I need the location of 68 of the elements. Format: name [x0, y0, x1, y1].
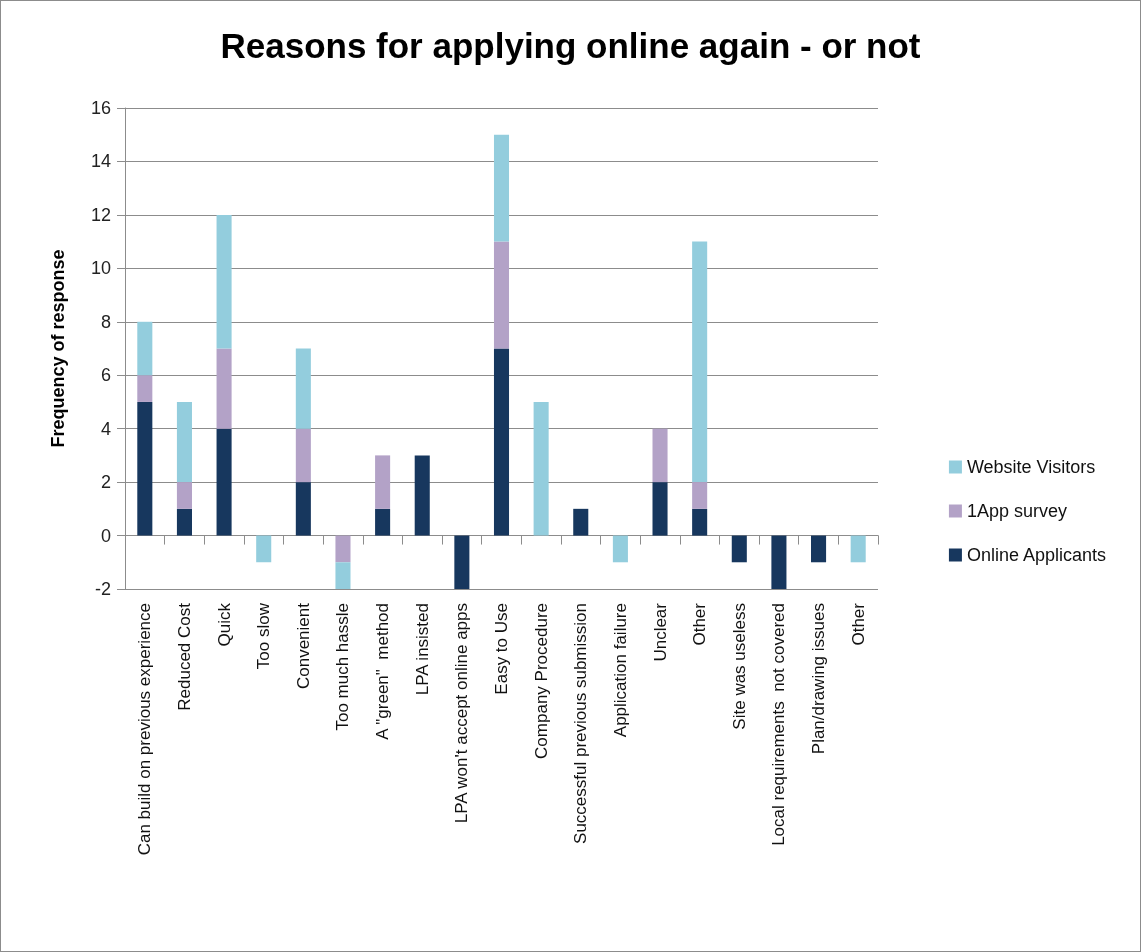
bar — [692, 508, 708, 536]
bar — [533, 401, 549, 536]
bar — [176, 508, 192, 536]
bar — [137, 401, 153, 536]
bar — [414, 455, 430, 536]
bar — [850, 535, 866, 563]
x-tick-label: Other — [848, 602, 868, 646]
x-tick-label: A "green" method — [373, 603, 393, 740]
bar — [652, 428, 668, 483]
bar — [375, 508, 391, 536]
bar — [216, 428, 232, 536]
bar — [295, 428, 311, 483]
y-tick-label: -2 — [94, 579, 111, 599]
bar — [256, 535, 272, 563]
x-tick-label: Plan/drawing issues — [809, 603, 829, 755]
bar — [731, 535, 747, 563]
bar — [216, 214, 232, 349]
x-tick-label: Easy to Use — [492, 603, 511, 695]
legend-label: Online Applicants — [966, 545, 1107, 565]
x-tick-label: Application failure — [610, 603, 630, 738]
y-tick-label: 8 — [100, 311, 111, 332]
y-tick-label: 2 — [100, 472, 111, 493]
y-tick-label: 12 — [90, 204, 111, 225]
x-tick-label: LPA insisted — [412, 603, 432, 696]
bar — [295, 348, 311, 429]
y-tick-label: 4 — [100, 418, 111, 439]
bar — [335, 535, 351, 563]
bar — [573, 508, 589, 536]
chart-title: Reasons for applying online again - or not — [220, 26, 921, 65]
bar — [137, 321, 153, 376]
y-tick-label: 6 — [100, 365, 111, 386]
x-tick-label: Local requirements not covered — [769, 603, 789, 846]
bar — [295, 482, 311, 536]
bar — [612, 535, 628, 563]
x-tick-label: Too much hassle — [333, 603, 353, 731]
x-tick-label: Unclear — [650, 602, 670, 662]
x-tick-label: Reduced Cost — [174, 602, 194, 711]
bar — [692, 241, 708, 483]
bar — [176, 482, 192, 509]
bar — [692, 482, 708, 509]
bar — [771, 535, 787, 589]
bar — [811, 535, 827, 563]
bar — [652, 482, 668, 536]
y-tick-label: 16 — [90, 98, 111, 118]
x-tick-label: LPA won't accept online apps — [452, 603, 472, 824]
bar — [493, 241, 510, 349]
x-tick-label: Site was useless — [729, 603, 749, 730]
x-tick-label: Successful previous submission — [571, 603, 591, 844]
y-axis-title: Frequency of response — [48, 249, 68, 448]
y-tick-label: 10 — [90, 258, 111, 279]
bar — [375, 455, 391, 509]
x-tick-label: Convenient — [293, 602, 313, 690]
bar — [335, 562, 351, 589]
x-tick-label: Company Procedure — [531, 603, 551, 759]
x-tick-label: Quick — [214, 602, 234, 647]
bar — [454, 535, 470, 589]
legend-label: Website Visitors — [966, 457, 1096, 477]
bar — [176, 401, 192, 483]
bar — [137, 375, 153, 402]
bar — [493, 134, 510, 242]
y-tick-label: 14 — [90, 151, 111, 172]
x-tick-label: Other — [690, 602, 710, 646]
y-tick-label: 0 — [100, 525, 111, 546]
x-tick-label: Too slow — [254, 602, 274, 670]
bar — [493, 348, 510, 536]
legend-label: 1App survey — [966, 501, 1067, 521]
x-tick-label: Can build on previous experience — [135, 603, 155, 856]
bar — [216, 348, 232, 429]
